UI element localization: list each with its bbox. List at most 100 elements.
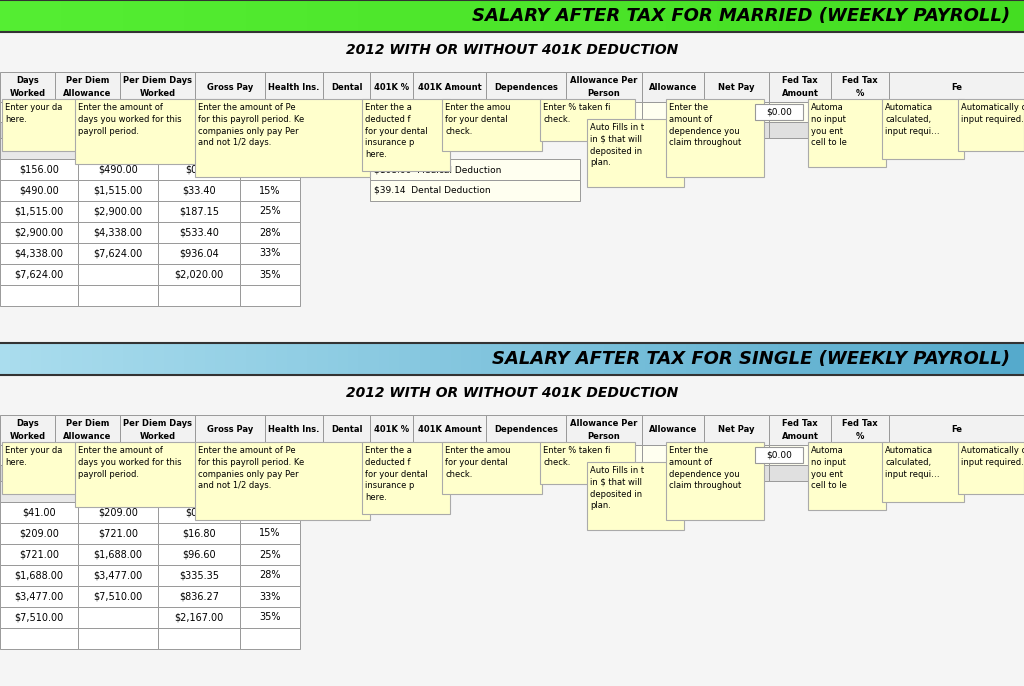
Text: Not Over: Not Over [93,143,142,154]
Bar [831,445,889,465]
Bar [78,222,158,243]
Bar [195,122,265,138]
Text: Gross Pay: Gross Pay [207,82,253,91]
Text: 2012 WITH OR WITHOUT 401K DEDUCTION: 2012 WITH OR WITHOUT 401K DEDUCTION [346,386,678,400]
Bar [78,159,158,180]
Bar [0,465,240,481]
Bar [55,415,120,445]
Bar [0,445,55,465]
Bar [642,72,705,102]
Bar [889,445,1024,465]
Text: Fed Tax: Fed Tax [842,76,878,85]
Text: Allowance Per: Allowance Per [570,76,638,85]
Bar [486,72,566,102]
Bar [195,442,370,520]
Text: 28%: 28% [259,228,281,237]
Bar [370,180,580,201]
Text: $39.14  Dental Deduction: $39.14 Dental Deduction [374,186,490,195]
Bar [78,201,158,222]
Bar [78,264,158,285]
Bar [566,465,642,481]
Bar [158,502,240,523]
Text: $3,477.00: $3,477.00 [14,591,63,602]
Text: Enter the amount of
days you worked for this
payroll period.: Enter the amount of days you worked for … [78,446,181,479]
Text: Allowance Per: Allowance Per [570,419,638,428]
Bar [0,102,55,122]
Bar [370,72,413,102]
Text: $209.00: $209.00 [98,508,138,517]
Text: Auto Fills in t
in $ that will
deposited in
plan.: Auto Fills in t in $ that will deposited… [590,466,644,510]
Text: $490.00: $490.00 [98,165,138,174]
Text: Allowance: Allowance [63,89,112,98]
Text: 15%: 15% [259,528,281,539]
Bar [240,481,300,502]
Text: $4,338.00: $4,338.00 [14,248,63,259]
Bar [78,138,158,159]
Bar [642,445,705,465]
Bar [240,628,300,649]
Text: 33%: 33% [259,248,281,259]
Bar [240,285,300,306]
Bar [566,122,642,138]
Text: $490.00: $490.00 [19,185,58,196]
Bar [78,523,158,544]
Text: $2,900.00: $2,900.00 [14,228,63,237]
Text: $0.00: $0.00 [766,451,792,460]
Bar [55,72,120,102]
Bar [370,159,580,180]
Text: Amount: Amount [177,143,220,154]
Text: $936.04: $936.04 [179,248,219,259]
Bar [769,122,831,138]
Text: $2,167.00: $2,167.00 [174,613,223,622]
Text: $187.15: $187.15 [179,206,219,217]
Bar [158,607,240,628]
Bar [78,607,158,628]
Text: $7,510.00: $7,510.00 [14,613,63,622]
Bar [323,102,370,122]
Bar [413,465,486,481]
Bar [0,72,55,102]
Bar [486,122,566,138]
Bar [769,465,831,481]
Text: $16.80: $16.80 [182,528,216,539]
Bar [323,122,370,138]
Bar [240,586,300,607]
Text: $533.40: $533.40 [179,228,219,237]
Text: $108.00  Medical Deduction: $108.00 Medical Deduction [374,165,502,174]
Bar [158,285,240,306]
Bar [2,99,97,151]
Bar [265,122,323,138]
Bar [882,99,964,159]
Bar [666,99,764,177]
Text: Worked: Worked [139,89,175,98]
Text: Enter % taken fi
check.: Enter % taken fi check. [543,446,610,466]
Bar [642,122,705,138]
Text: Person: Person [588,89,621,98]
Text: Fed Tax: Fed Tax [782,76,818,85]
Bar [362,99,450,171]
Bar [666,442,764,520]
Bar [158,243,240,264]
Text: Over: Over [26,486,52,497]
Bar [486,102,566,122]
Text: 35%: 35% [259,613,281,622]
Bar [0,180,78,201]
Text: Automatically ca
input required.: Automatically ca input required. [961,446,1024,466]
Bar [265,415,323,445]
Text: $1,688.00: $1,688.00 [93,549,142,560]
Text: Plus %: Plus % [252,486,288,497]
Bar [2,442,97,494]
Text: $0.00: $0.00 [185,508,213,517]
Text: Enter the a
deducted f
for your dental
insurance p
here.: Enter the a deducted f for your dental i… [365,103,428,159]
Bar [158,544,240,565]
Bar [486,465,566,481]
Text: $2,020.00: $2,020.00 [174,270,223,279]
Bar [642,465,705,481]
Bar [120,445,195,465]
Text: %: % [856,89,864,98]
Bar [413,72,486,102]
Text: $0.00: $0.00 [185,165,213,174]
Bar [705,445,769,465]
Bar [769,415,831,445]
Text: Fed Tax: Fed Tax [842,419,878,428]
